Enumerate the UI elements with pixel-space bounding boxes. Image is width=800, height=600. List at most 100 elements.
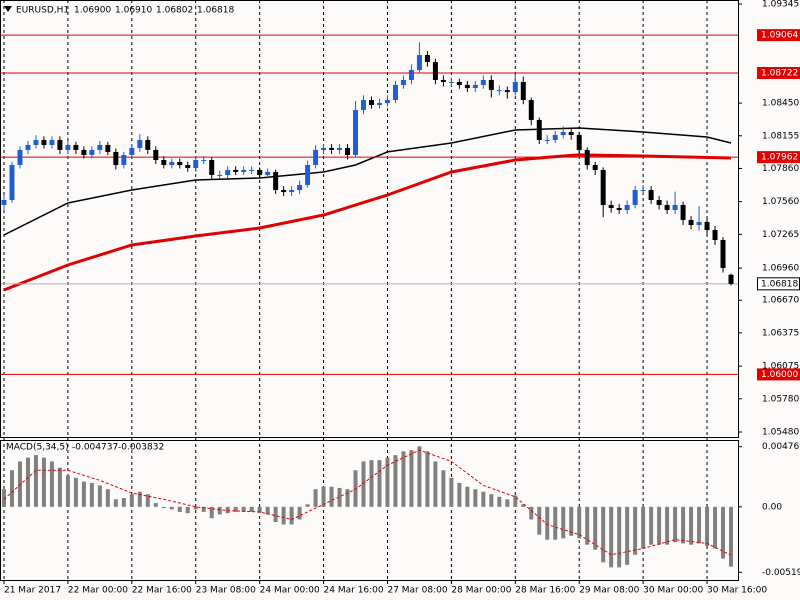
macd-bar: [649, 506, 654, 545]
macd-bar: [537, 506, 542, 535]
candle-body: [265, 171, 271, 175]
y-tick-label: 0.00: [762, 502, 782, 512]
candle-body: [73, 144, 79, 150]
y-tick-label: 1.07265: [762, 230, 799, 240]
y-tick-label: 1.08155: [762, 131, 799, 141]
level-box: [757, 368, 800, 381]
level-label: 1.07962: [761, 153, 798, 163]
price-pane-border: [0, 0, 739, 438]
x-tick-label: 22 Mar 16:00: [132, 586, 192, 596]
macd-bar: [297, 506, 302, 520]
ohlc-close: 1.06818: [197, 6, 234, 16]
y-tick-label: 1.07560: [762, 197, 799, 207]
candle-body: [576, 135, 582, 150]
macd-bar: [369, 460, 374, 507]
y-tick-label: 1.09345: [762, 0, 799, 10]
y-tick-label: 1.05480: [762, 428, 799, 438]
candle-body: [25, 144, 31, 150]
level-label: 1.09064: [761, 31, 798, 41]
macd-bar: [569, 506, 574, 536]
candle-body: [201, 160, 207, 162]
macd-bar: [393, 455, 398, 507]
candle-body: [520, 81, 526, 101]
macd-bar: [329, 486, 334, 507]
macd-bar: [401, 451, 406, 507]
macd-bar: [33, 455, 38, 507]
macd-bar: [209, 506, 214, 519]
macd-bar: [153, 503, 158, 507]
macd-bar: [113, 499, 118, 507]
candle-body: [608, 204, 614, 208]
macd-bar: [17, 461, 22, 507]
macd-bar: [257, 506, 262, 514]
macd-bar: [353, 470, 358, 507]
x-tick-label: 28 Mar 00:00: [451, 586, 511, 596]
macd-bar: [137, 491, 142, 507]
macd-bar: [657, 506, 662, 545]
level-box: [757, 66, 800, 79]
candle-body: [696, 221, 702, 226]
price-pane: [0, 3, 742, 433]
macd-bar: [593, 506, 598, 550]
candle-body: [536, 119, 542, 140]
macd-pane: [1, 446, 742, 573]
candle-body: [656, 200, 662, 205]
x-tick-label: 22 Mar 00:00: [68, 586, 128, 596]
x-tick-label: 30 Mar 00:00: [643, 586, 703, 596]
y-tick-label: 1.06375: [762, 328, 799, 338]
candle-body: [249, 169, 255, 171]
macd-bar: [49, 461, 54, 507]
candle-body: [121, 154, 127, 166]
level-box: [757, 29, 800, 42]
macd-bar: [321, 486, 326, 507]
candle-body: [345, 147, 351, 155]
macd-bar: [625, 506, 630, 565]
macd-bar: [425, 451, 430, 507]
macd-bar: [265, 506, 270, 515]
ohlc-high: 1.06910: [115, 6, 152, 16]
candle-body: [81, 149, 87, 155]
moving-average: [3, 153, 732, 292]
macd-bar: [729, 506, 734, 567]
candle-body: [472, 84, 478, 89]
macd-bar: [641, 506, 646, 549]
macd-bar: [433, 461, 438, 507]
macd-bar: [169, 506, 174, 510]
macd-bar: [441, 470, 446, 507]
candle-body: [720, 239, 726, 268]
macd-bar: [697, 506, 702, 544]
symbol: EURUSD,H1: [16, 6, 69, 16]
macd-bar: [241, 506, 246, 512]
candle-body: [376, 102, 382, 105]
x-tick-label: 24 Mar 16:00: [324, 586, 384, 596]
candle-body: [17, 149, 23, 166]
macd-bar: [161, 506, 166, 509]
candle-body: [560, 132, 566, 136]
macd-title: MACD(5,34,5): [6, 443, 69, 453]
candle-body: [113, 151, 119, 166]
candle-body: [185, 165, 191, 169]
macd-bar: [601, 506, 606, 563]
candle-body: [145, 139, 151, 150]
macd-bar: [233, 506, 238, 512]
candle-body: [504, 90, 510, 93]
candle-body: [480, 79, 486, 85]
x-tick-label: 23 Mar 08:00: [196, 586, 256, 596]
candle-body: [193, 160, 199, 169]
candle-body: [728, 274, 734, 284]
y-tick-label: 1.06960: [762, 264, 799, 274]
candle-body: [9, 165, 15, 201]
candle-body: [624, 204, 630, 210]
candle-body: [225, 169, 231, 175]
macd-bar: [1, 489, 6, 507]
macd-bar: [521, 504, 526, 507]
x-tick-label: 27 Mar 08:00: [387, 586, 447, 596]
macd-bar: [633, 506, 638, 555]
macd-bar: [97, 485, 102, 507]
macd-bar: [249, 506, 254, 512]
candle-body: [49, 139, 55, 145]
macd-bar: [673, 506, 678, 543]
macd-bar: [417, 446, 422, 507]
macd-bar: [57, 467, 62, 507]
